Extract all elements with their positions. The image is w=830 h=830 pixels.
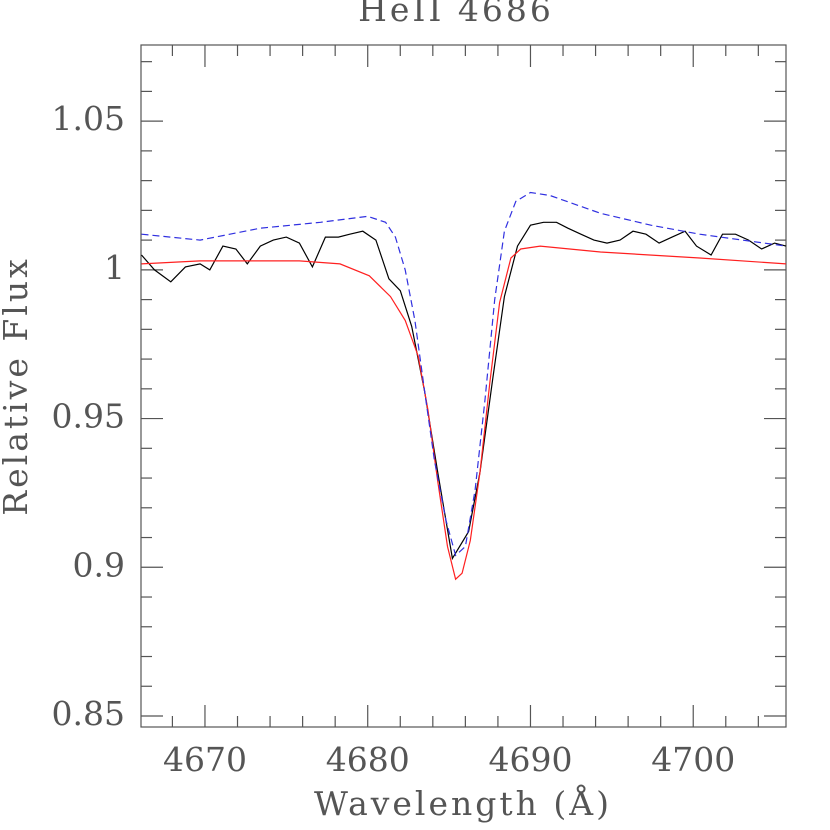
y-tick-label: 0.85 <box>52 694 125 733</box>
y-axis-label: Relative Flux <box>0 256 35 515</box>
data-line <box>141 221 787 561</box>
x-tick-label: 4680 <box>326 740 410 779</box>
y-tick-label: 0.9 <box>73 545 125 584</box>
data-line <box>141 245 787 581</box>
y-tick-label: 1.05 <box>52 99 125 138</box>
x-tick-label: 4670 <box>163 740 247 779</box>
x-axis-label: Wavelength (Å) <box>314 783 612 823</box>
y-tick-label: 0.95 <box>52 397 125 436</box>
plot-frame <box>140 44 787 728</box>
chart-title: HeII 4686 <box>358 0 554 29</box>
x-tick-label: 4700 <box>651 740 735 779</box>
y-tick-label: 1 <box>104 248 125 287</box>
data-line <box>141 191 787 557</box>
x-tick-label: 4690 <box>488 740 572 779</box>
